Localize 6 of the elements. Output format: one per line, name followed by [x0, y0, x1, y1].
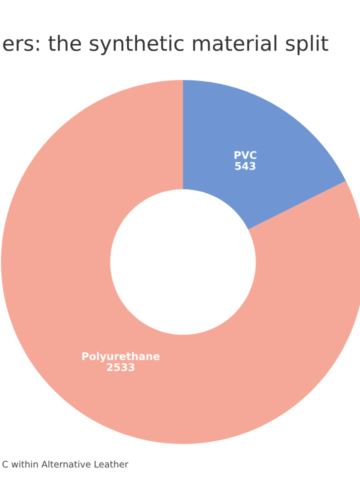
- data-label: 2533: [107, 363, 134, 372]
- data-label: 543: [235, 162, 256, 170]
- text: C within Alternative Leather: [2, 460, 128, 468]
- slice-label: PVC: [234, 151, 256, 160]
- slice-label: Polyurethane: [82, 352, 160, 362]
- chart-title: ers: the synthetic material split: [3, 34, 328, 56]
